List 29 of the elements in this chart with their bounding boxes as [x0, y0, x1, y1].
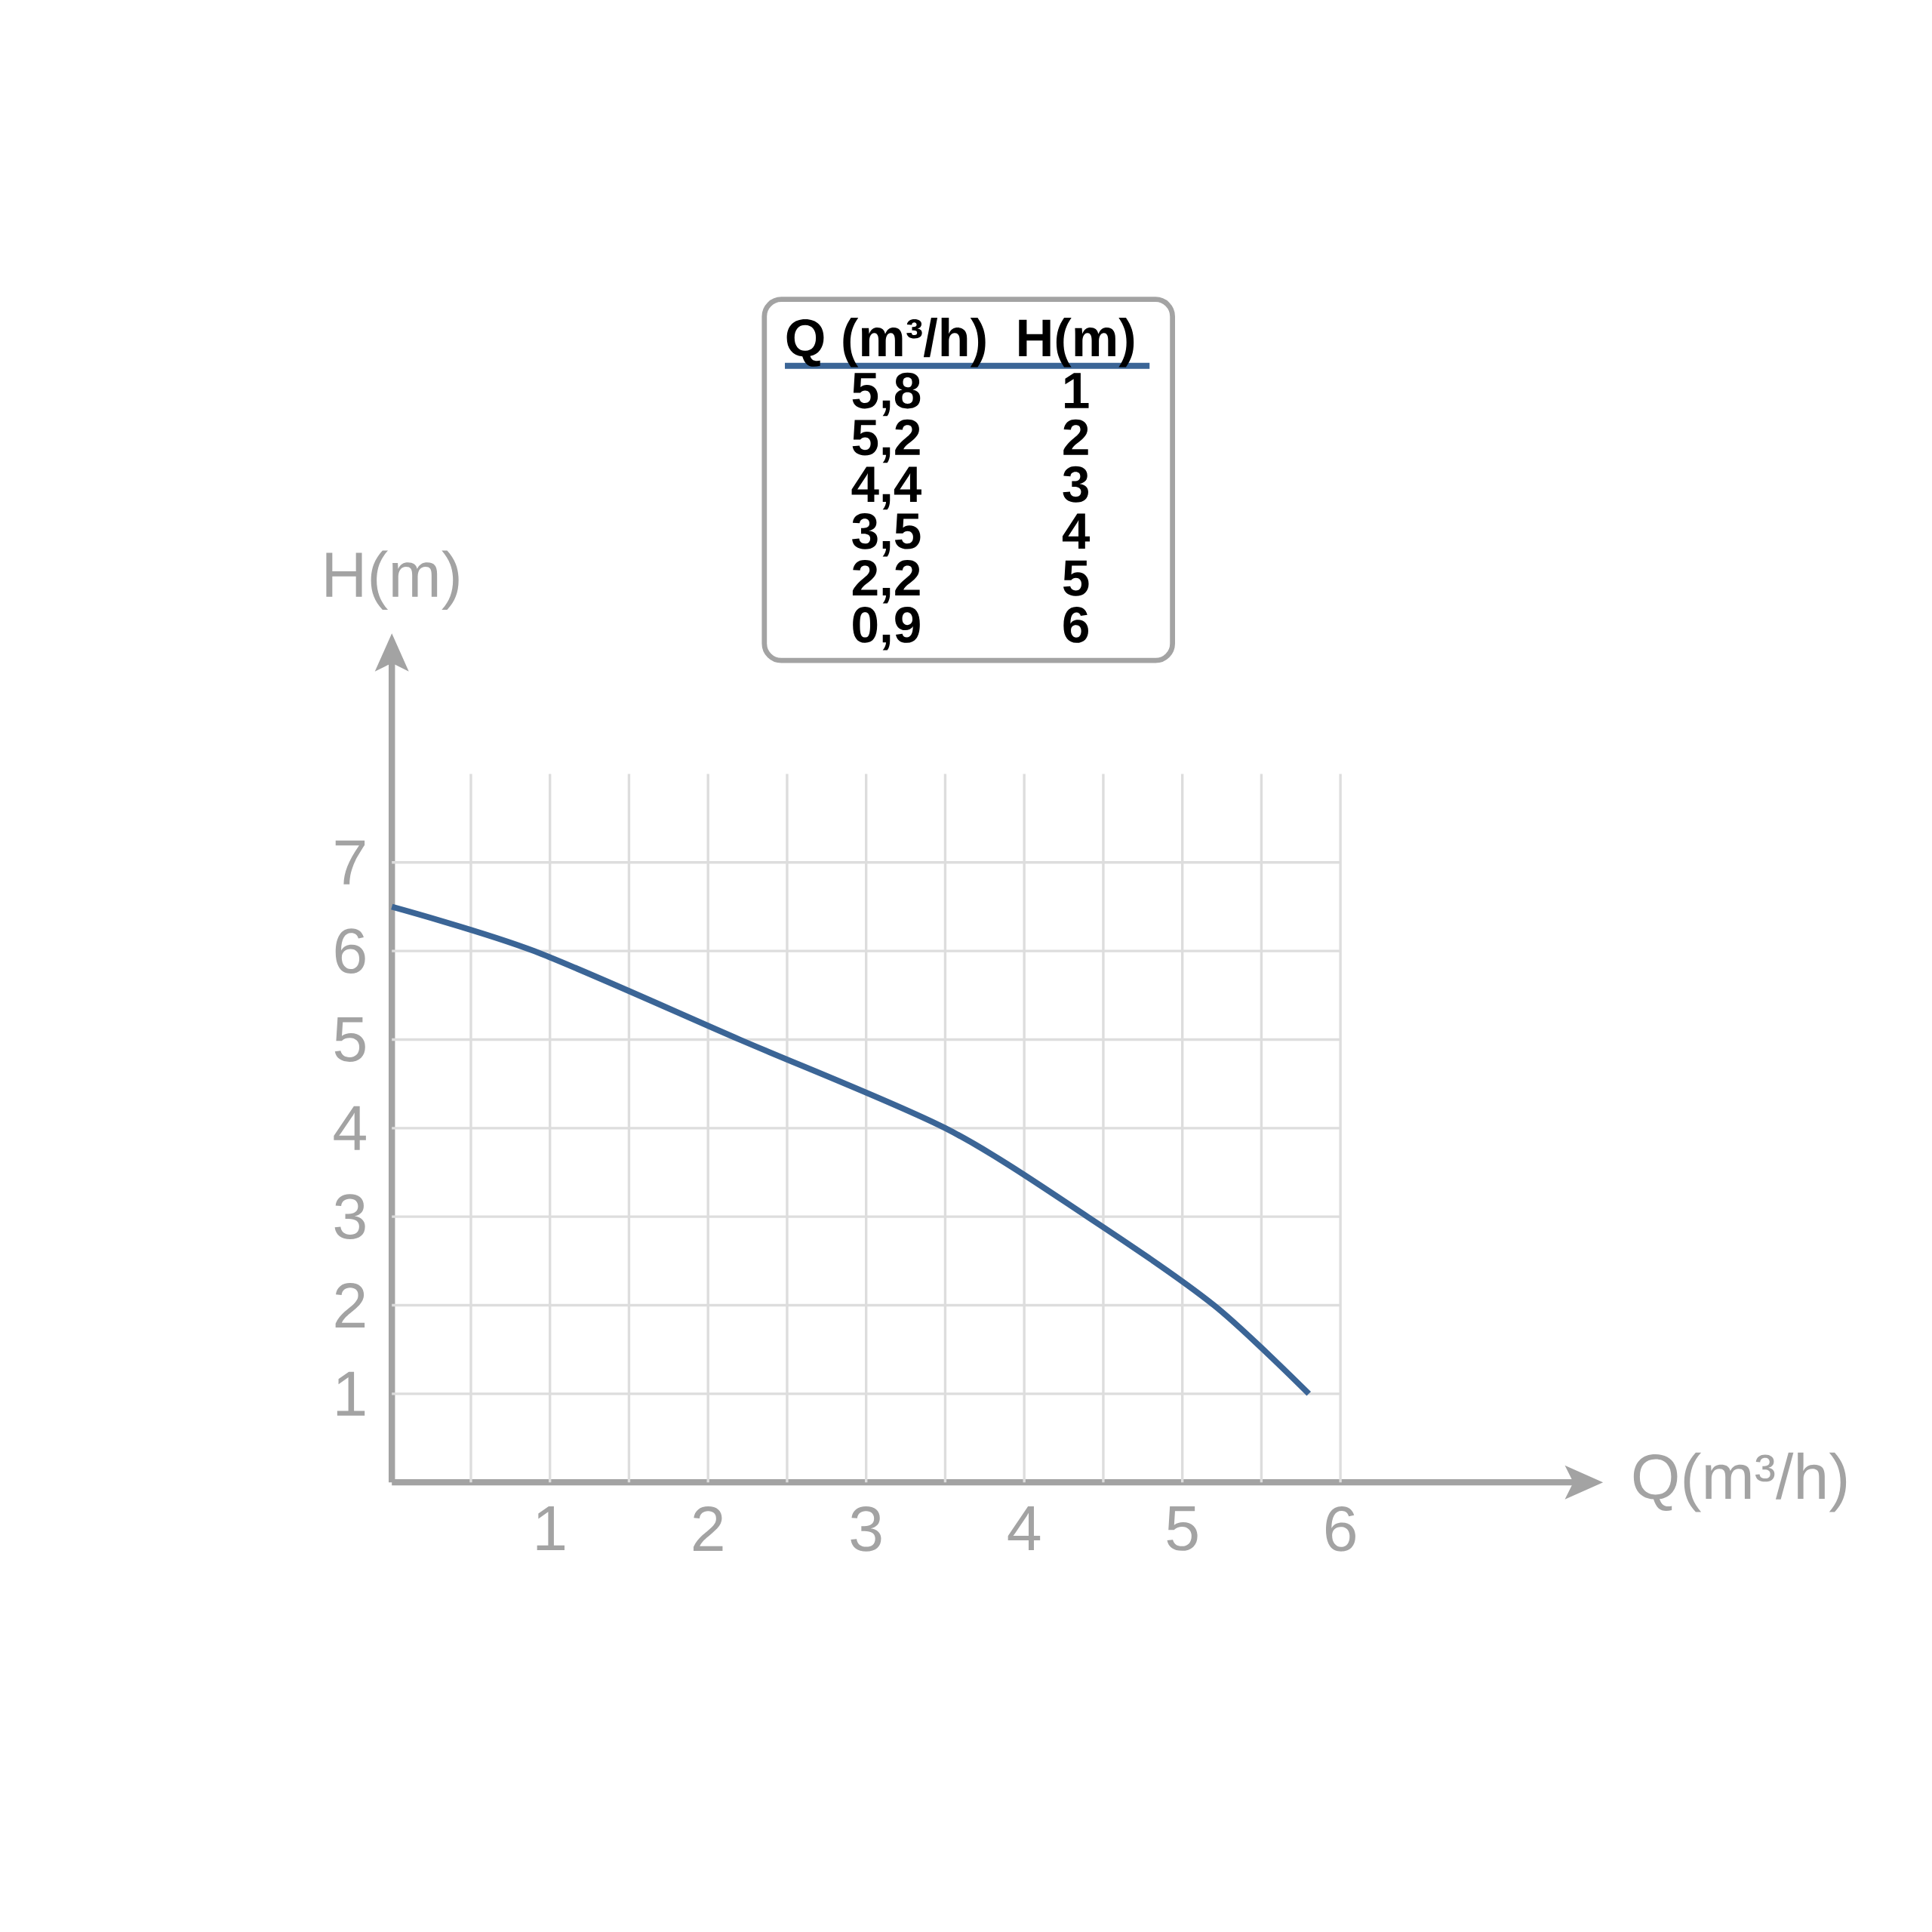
y-tick-label: 7	[335, 840, 365, 884]
text: 5,8	[852, 372, 921, 417]
text: 0,9	[853, 607, 920, 651]
x-tick-label: 5	[1167, 1506, 1198, 1551]
y-tick-label: 3	[334, 1194, 365, 1239]
text: Q (m³/h)	[786, 317, 986, 368]
x-tick-label: 4	[1008, 1506, 1041, 1551]
text: 5,2	[852, 419, 920, 463]
text: 3,5	[852, 512, 921, 557]
text: 1	[1065, 373, 1089, 408]
y-tick-label: 5	[334, 1017, 365, 1062]
text: 4	[1062, 513, 1090, 549]
y-tick-label: 4	[334, 1106, 366, 1150]
text: 5	[1063, 560, 1089, 596]
text: 3	[1063, 466, 1088, 503]
x-tick-label: 1	[537, 1506, 565, 1551]
text: 4,4	[851, 466, 921, 510]
y-tick-label: 6	[335, 928, 365, 974]
x-tick-label: 6	[1326, 1506, 1355, 1552]
y-tick-label: 2	[335, 1283, 365, 1327]
text: 2,2	[852, 559, 920, 604]
x-tick-label: 2	[693, 1506, 723, 1551]
x-axis-title: Q(m³/h)	[1633, 1452, 1847, 1512]
y-axis-title: H(m)	[326, 550, 459, 611]
x-tick-label: 3	[851, 1506, 881, 1552]
text: H(m)	[1019, 317, 1134, 368]
text: 6	[1063, 607, 1088, 643]
text: 2	[1063, 419, 1088, 455]
y-tick-label: 1	[337, 1371, 365, 1416]
